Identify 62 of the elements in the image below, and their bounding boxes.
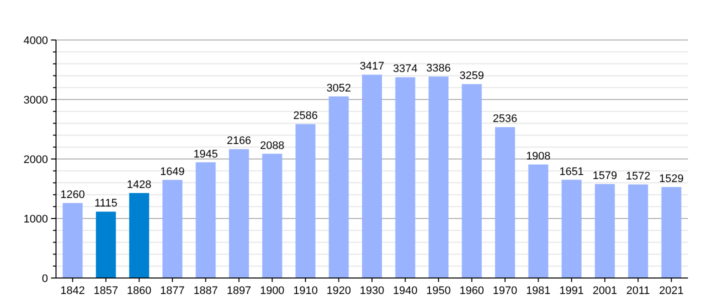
data-label: 3052 xyxy=(326,82,351,94)
x-tick-label: 1887 xyxy=(193,285,218,297)
bar xyxy=(196,162,216,278)
bar xyxy=(362,74,382,278)
data-label: 2088 xyxy=(260,140,284,152)
x-tick-label: 2021 xyxy=(659,285,684,297)
y-tick-label: 3000 xyxy=(24,94,48,106)
data-label: 1115 xyxy=(94,198,118,210)
data-label: 2166 xyxy=(226,135,252,148)
x-tick-label: 1877 xyxy=(160,285,185,297)
bar xyxy=(661,187,682,278)
data-label: 1649 xyxy=(160,166,185,178)
bar xyxy=(295,124,316,278)
bar xyxy=(462,84,482,278)
data-label: 1908 xyxy=(526,150,551,162)
bar xyxy=(594,184,615,278)
bar xyxy=(628,184,648,278)
data-label: 1428 xyxy=(126,179,152,192)
x-tick-label: 1930 xyxy=(360,285,384,297)
bar xyxy=(562,180,582,278)
data-label: 1529 xyxy=(659,173,684,186)
bar xyxy=(428,76,449,278)
x-tick-label: 1860 xyxy=(126,285,152,297)
x-tick-label: 1970 xyxy=(492,285,518,297)
y-tick-label: 4000 xyxy=(24,34,48,47)
x-tick-label: 1857 xyxy=(94,285,118,297)
bar xyxy=(228,149,249,278)
bar xyxy=(162,180,182,278)
x-tick-label: 1940 xyxy=(393,285,418,297)
data-label: 1260 xyxy=(60,189,85,202)
data-label: 1945 xyxy=(193,148,218,160)
x-tick-label: 1981 xyxy=(526,285,551,297)
x-tick-label: 1910 xyxy=(293,285,318,297)
bar xyxy=(96,212,116,278)
x-tick-label: 2011 xyxy=(626,285,650,297)
bar xyxy=(129,193,150,278)
x-tick-label: 1950 xyxy=(426,285,451,297)
x-tick-label: 2001 xyxy=(592,285,618,297)
x-tick-label: 1920 xyxy=(326,285,351,297)
x-tick-label: 1991 xyxy=(559,285,584,297)
y-tick-label: 2000 xyxy=(24,154,48,166)
data-label: 2586 xyxy=(293,110,318,122)
data-label: 3386 xyxy=(426,62,451,75)
bar xyxy=(328,96,349,278)
x-tick-label: 1897 xyxy=(226,285,252,297)
data-label: 1579 xyxy=(592,170,618,182)
x-tick-label: 1842 xyxy=(60,285,85,297)
data-label: 1651 xyxy=(559,166,584,178)
data-label: 2536 xyxy=(492,113,518,126)
data-label: 3374 xyxy=(393,63,418,76)
y-tick-label: 0 xyxy=(42,272,48,285)
y-tick-label: 1000 xyxy=(24,213,48,226)
bar xyxy=(262,154,282,278)
x-tick-label: 1900 xyxy=(260,285,284,297)
bar xyxy=(395,77,416,278)
data-label: 3417 xyxy=(360,60,384,73)
data-label: 3259 xyxy=(460,70,484,82)
bar xyxy=(62,203,83,278)
data-label: 1572 xyxy=(626,170,650,182)
bar xyxy=(528,164,548,278)
x-tick-label: 1960 xyxy=(460,285,484,297)
bar xyxy=(495,127,516,278)
